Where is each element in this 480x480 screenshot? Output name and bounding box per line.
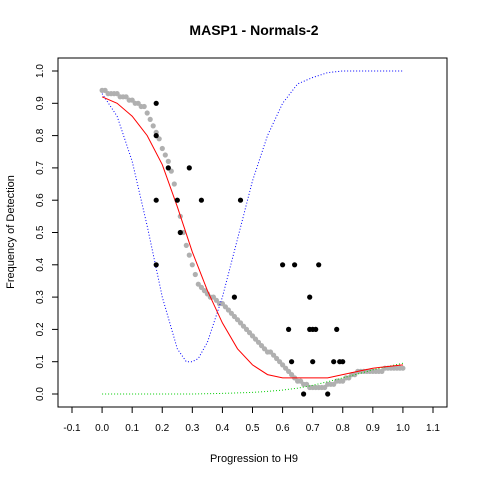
black-data-point	[231, 294, 237, 300]
grey-data-point	[189, 262, 195, 268]
grey-data-point	[165, 158, 171, 164]
x-tick-label: 0.5	[246, 423, 260, 434]
y-tick-label: 0.9	[35, 96, 46, 110]
grey-data-point	[213, 297, 219, 303]
y-tick-label: 0.1	[35, 354, 46, 368]
grey-data-point	[237, 320, 244, 326]
y-axis: 0.0 0.1 0.2 0.3 0.4 0.5 0.6 0.7 0.8 0.9 1.0	[35, 64, 58, 401]
black-data-point	[313, 326, 319, 332]
x-tick-label: 0.0	[95, 423, 109, 434]
black-data-point	[174, 197, 180, 203]
black-data-point	[307, 294, 313, 300]
grey-data-point	[192, 271, 198, 278]
y-tick-label: 0.3	[35, 290, 46, 304]
grey-data-point	[225, 307, 231, 313]
black-data-point	[325, 391, 331, 397]
grey-data-point	[123, 94, 129, 100]
grey-data-point	[280, 362, 286, 368]
grey-data-point	[141, 103, 147, 110]
black-data-point	[237, 197, 244, 203]
grey-data-point	[195, 281, 201, 287]
grey-data-point	[183, 242, 189, 248]
x-tick-label: -0.1	[63, 423, 81, 434]
grey-data-point	[162, 152, 168, 158]
x-tick-label: 0.4	[215, 423, 229, 434]
y-tick-label: 0.0	[35, 387, 46, 401]
black-data-point	[186, 165, 192, 171]
x-tick-label: 0.3	[185, 423, 199, 434]
black-data-point	[289, 359, 295, 365]
series-layer	[99, 70, 406, 397]
black-data-point	[153, 100, 159, 106]
grey-data-point	[147, 116, 153, 122]
grey-data-point	[271, 352, 277, 358]
black-data-point	[331, 359, 337, 365]
blue-series-line	[101, 70, 403, 363]
black-data-point	[153, 197, 159, 203]
y-tick-label: 1.0	[35, 64, 46, 78]
grey-data-point	[289, 372, 295, 378]
grey-data-point	[186, 252, 192, 258]
grey-data-point	[255, 339, 262, 345]
x-tick-label: 1.1	[426, 423, 440, 434]
grey-data-point	[144, 110, 150, 116]
y-tick-label: 0.7	[35, 161, 46, 175]
black-data-point	[177, 229, 183, 236]
y-axis-label: Frequency of Detection	[5, 175, 17, 289]
x-tick-label: 0.6	[276, 423, 290, 434]
x-tick-label: 0.9	[366, 423, 380, 434]
x-tick-label: 1.0	[396, 423, 410, 434]
y-tick-label: 0.5	[35, 225, 46, 239]
black-data-point	[301, 391, 307, 397]
grey-data-point	[201, 288, 207, 294]
x-tick-label: 0.8	[336, 423, 350, 434]
x-tick-label: 0.2	[155, 423, 169, 434]
y-tick-label: 0.6	[35, 193, 46, 207]
black-data-point	[286, 326, 292, 332]
black-data-point	[292, 262, 298, 268]
grey-data-point	[246, 330, 253, 336]
grey-data-point	[400, 365, 406, 371]
black-data-point	[316, 262, 322, 268]
green-series-line	[102, 362, 404, 395]
y-tick-label: 0.4	[35, 257, 46, 271]
y-tick-label: 0.2	[35, 322, 46, 336]
grey-data-point	[304, 381, 310, 387]
x-axis-label: Progression to H9	[210, 453, 298, 465]
black-data-point	[198, 197, 204, 203]
x-axis: -0.1 0.0 0.1 0.2 0.3 0.4 0.5 0.6 0.7 0.8 0.9 1.0 1.1	[63, 407, 440, 434]
black-data-point	[310, 359, 316, 365]
x-tick-label: 0.1	[125, 423, 139, 434]
black-data-point	[340, 359, 346, 365]
grey-data-point	[340, 378, 346, 384]
grey-data-point	[171, 181, 177, 187]
black-data-point	[153, 262, 159, 268]
red-series-line	[101, 96, 403, 379]
black-data-point	[334, 326, 340, 332]
chart-title: MASP1 - Normals-2	[189, 22, 318, 38]
black-data-point	[165, 165, 171, 171]
grey-data-point	[231, 313, 237, 320]
grey-data-point	[267, 349, 274, 355]
y-tick-label: 0.8	[35, 128, 46, 142]
black-data-point	[153, 133, 159, 139]
black-data-point	[280, 262, 286, 268]
x-tick-label: 0.7	[306, 423, 320, 434]
grey-data-point	[150, 123, 156, 129]
grey-data-point	[159, 145, 165, 152]
